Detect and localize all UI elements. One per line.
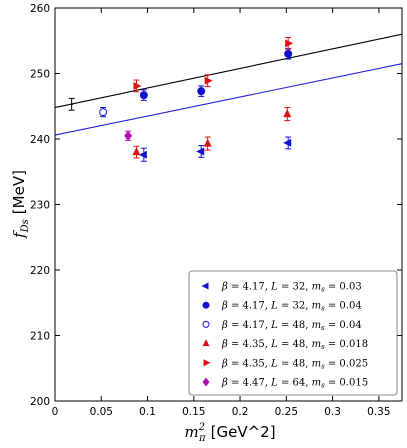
legend: β = 4.17, L = 32, ms = 0.03 β = 4.17, L =… — [188, 270, 398, 396]
data-point — [285, 39, 294, 48]
data-point — [284, 49, 293, 58]
data-point — [133, 81, 142, 90]
x-axis-label: m2 π [GeV^2] — [184, 422, 275, 444]
y-tick-label: 250 — [30, 69, 50, 81]
data-points — [68, 36, 294, 162]
legend-box — [188, 270, 398, 396]
data-point — [283, 109, 292, 118]
legend-entry: β = 4.17, L = 32, ms = 0.03 — [221, 282, 362, 294]
y-tick-label: 220 — [30, 265, 50, 277]
legend-marker — [202, 377, 210, 387]
x-tick-label: 0.25 — [275, 406, 298, 418]
legend-entry: β = 4.17, L = 32, ms = 0.04 — [221, 301, 362, 313]
x-tick-label: 0 — [52, 406, 59, 418]
legend-entry: β = 4.35, L = 48, ms = 0.018 — [221, 339, 368, 351]
legend-entry: β = 4.47, L = 64, ms = 0.015 — [221, 378, 368, 390]
x-tick-label: 0.15 — [182, 406, 205, 418]
legend-marker — [201, 282, 209, 290]
data-point — [124, 130, 133, 141]
fit-line — [54, 33, 403, 109]
y-tick-label: 260 — [30, 3, 50, 15]
x-tick-label: 0.2 — [232, 406, 249, 418]
axis-ticks: 0 0.05 0.1 0.15 0.2 0.25 0.3 0.35 200 210 220 230 24… — [30, 3, 402, 418]
legend-marker — [202, 320, 210, 328]
legend-marker — [203, 359, 211, 367]
data-point — [204, 76, 213, 85]
legend-marker — [202, 339, 210, 347]
x-tick-label: 0.3 — [324, 406, 341, 418]
data-point — [203, 138, 212, 147]
y-axis-label: fDs[MeV] — [10, 170, 31, 239]
legend-marker — [202, 301, 210, 309]
fit-line — [54, 63, 403, 136]
x-tick-label: 0.1 — [139, 406, 156, 418]
legend-entry: β = 4.17, L = 48, ms = 0.04 — [221, 320, 362, 332]
data-point — [196, 147, 205, 156]
data-point — [99, 108, 108, 117]
y-tick-label: 230 — [30, 200, 50, 212]
y-tick-label: 200 — [30, 396, 50, 408]
legend-entry: β = 4.35, L = 48, ms = 0.025 — [221, 358, 368, 370]
data-point — [139, 91, 148, 100]
y-tick-label: 240 — [30, 134, 50, 146]
fit-lines — [54, 33, 403, 136]
x-tick-label: 0.35 — [367, 406, 390, 418]
data-point — [197, 87, 206, 96]
data-point — [138, 150, 147, 159]
y-tick-label: 210 — [30, 331, 50, 343]
data-point — [132, 147, 141, 156]
data-point — [283, 138, 292, 147]
x-tick-label: 0.05 — [90, 406, 113, 418]
